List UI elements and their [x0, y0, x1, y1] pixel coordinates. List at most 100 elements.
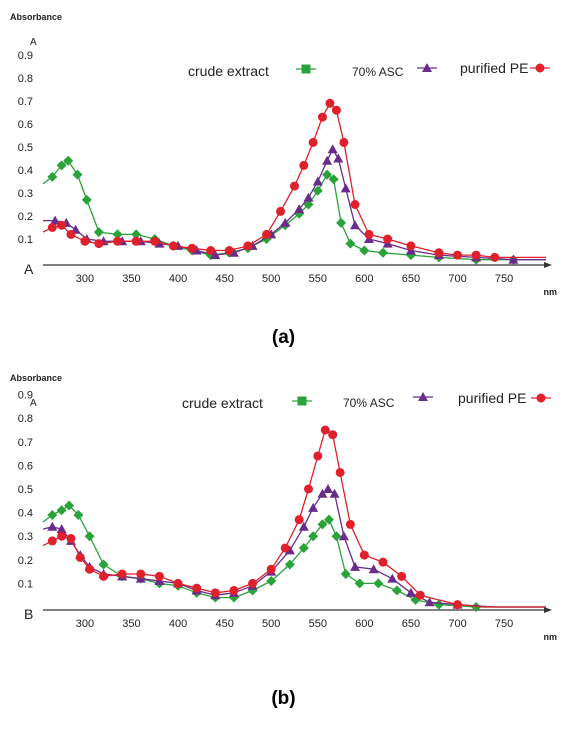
- chart-a-point-circle-5: [94, 239, 104, 249]
- chart-b-point-triangle-16: [284, 545, 295, 555]
- chart-b-point-circle-18: [303, 484, 313, 494]
- chart-b-point-triangle-18: [308, 502, 319, 512]
- chart-b-x-tick-label-1: 350: [122, 618, 140, 630]
- chart-b-y-tick-label-4: 0.5: [18, 484, 33, 496]
- chart-a-point-square-2: [56, 160, 67, 171]
- chart-a-point-triangle-20: [327, 144, 338, 154]
- chart-a-y-tick-label-7: 0.8: [18, 73, 33, 85]
- chart-b-series-circle: [42, 425, 546, 610]
- chart-b-series-triangle: [42, 484, 546, 609]
- chart-a-point-circle-14: [262, 229, 272, 239]
- chart-b-point-circle-17: [294, 515, 304, 525]
- chart-a-x-tick-label-2: 400: [169, 273, 187, 285]
- chart-b-y-tick-label-0: 0.1: [18, 578, 33, 590]
- chart-b-point-circle-10: [173, 578, 183, 588]
- chart-b-point-square-19: [317, 519, 328, 530]
- chart-a-x-axis-arrow: [544, 262, 552, 268]
- chart-b-point-triangle-27: [424, 597, 435, 607]
- chart-b-point-circle-20: [320, 425, 330, 435]
- chart-b-point-circle-15: [266, 564, 276, 574]
- chart-b-point-triangle-20: [323, 484, 334, 493]
- chart-b-x-tick-label-8: 700: [448, 618, 466, 630]
- chart-a-x-tick-label-5: 550: [309, 273, 327, 285]
- chart-b-point-square-20: [323, 514, 334, 525]
- chart-b-point-circle-26: [397, 571, 407, 581]
- chart-b-point-square-24: [373, 578, 384, 589]
- chart-b-x-tick-label-2: 400: [169, 618, 187, 630]
- chart-b-point-circle-6: [99, 571, 109, 581]
- chart-a-y-unit-label: A: [30, 37, 37, 48]
- chart-b-point-square-21: [331, 531, 342, 542]
- chart-a-x-tick-label-4: 500: [262, 273, 280, 285]
- chart-b-point-triangle-21: [329, 488, 340, 498]
- chart-a-x-tick-label-0: 300: [76, 273, 94, 285]
- chart-a-series-square: [42, 155, 546, 265]
- chart-b-panel-letter: B: [24, 606, 33, 622]
- chart-b-x-tick-label-5: 550: [309, 618, 327, 630]
- chart-a-point-triangle-11: [210, 250, 221, 260]
- chart-a-x-unit-label: nm: [544, 287, 558, 297]
- chart-b-y-tick-label-3: 0.4: [18, 508, 33, 520]
- chart-b-point-square-3: [64, 500, 75, 511]
- chart-b-point-square-18: [308, 531, 319, 542]
- chart-a-point-circle-19: [317, 112, 327, 122]
- chart-a-point-circle-17: [299, 160, 309, 170]
- chart-b-x-tick-label-6: 600: [355, 618, 373, 630]
- chart-a-point-circle-22: [339, 137, 349, 147]
- chart-a-x-tick-label-3: 450: [215, 273, 233, 285]
- chart-b-series-square: [42, 500, 546, 612]
- chart-b-point-square-27: [433, 599, 444, 610]
- chart-b-y-tick-label-2: 0.3: [18, 531, 33, 543]
- chart-b-point-square-28: [471, 602, 482, 612]
- chart-a-legend-marker-circle: [535, 63, 545, 73]
- chart-a-point-circle-12: [224, 246, 234, 255]
- chart-a-legend-label-square: crude extract: [188, 63, 269, 79]
- chart-a-y-axis-title: Absorbance: [10, 12, 62, 22]
- chart-a-x-tick-label-9: 750: [495, 273, 513, 285]
- chart-b-point-circle-28: [453, 600, 463, 610]
- chart-b-y-tick-label-1: 0.2: [18, 555, 33, 567]
- chart-b-line-triangle: [42, 488, 546, 608]
- chart-a-series-circle: [42, 98, 546, 262]
- chart-a-point-circle-8: [150, 236, 160, 246]
- chart-b-legend-label-triangle: 70% ASC: [343, 396, 395, 410]
- chart-b-point-circle-13: [229, 585, 239, 595]
- chart-a-point-square-21: [328, 174, 339, 185]
- chart-b-point-square-1: [47, 509, 58, 520]
- chart-a-point-circle-15: [276, 206, 286, 216]
- chart-b-point-circle-4: [75, 552, 85, 562]
- chart-b-point-triangle-1: [47, 521, 58, 531]
- chart-b-x-axis-arrow: [544, 607, 552, 613]
- chart-b-point-triangle-19: [317, 488, 328, 498]
- chart-b-point-circle-14: [248, 578, 258, 588]
- chart-b-point-square-16: [284, 559, 295, 570]
- chart-a-point-circle-29: [471, 250, 481, 260]
- chart-a-y-tick-label-8: 0.9: [18, 50, 33, 62]
- chart-a-point-square-19: [312, 185, 323, 196]
- chart-b-y-tick-label-6: 0.7: [18, 437, 33, 449]
- chart-a-point-square-4: [72, 169, 83, 180]
- chart-b-point-square-5: [84, 531, 95, 542]
- chart-a-point-square-22: [336, 217, 347, 228]
- chart-b-point-square-17: [298, 543, 309, 553]
- chart-a-y-tick-label-2: 0.3: [18, 188, 33, 200]
- chart-a-point-circle-30: [490, 252, 500, 262]
- chart-b-point-circle-5: [85, 564, 95, 574]
- chart-a-y-tick-label-1: 0.2: [18, 211, 33, 223]
- chart-b-x-unit-label: nm: [544, 632, 558, 642]
- chart-a-point-circle-13: [243, 241, 253, 251]
- chart-b-point-circle-3: [66, 534, 76, 544]
- chart-b-x-tick-label-9: 750: [495, 618, 513, 630]
- chart-a-x-tick-label-1: 350: [122, 273, 140, 285]
- chart-a-point-triangle-17: [303, 192, 314, 202]
- chart-b-x-tick-label-4: 500: [262, 618, 280, 630]
- chart-a-point-triangle-19: [322, 155, 333, 165]
- chart-b-point-circle-9: [154, 571, 164, 581]
- chart-a-point-triangle-22: [340, 183, 351, 193]
- chart-b-point-circle-25: [378, 557, 388, 567]
- chart-a-point-triangle-1: [50, 215, 61, 225]
- chart-a-point-circle-6: [113, 236, 123, 246]
- chart-b-point-circle-24: [359, 550, 369, 560]
- chart-b-legend-label-circle: purified PE: [458, 390, 526, 406]
- chart-a-point-circle-11: [206, 246, 216, 255]
